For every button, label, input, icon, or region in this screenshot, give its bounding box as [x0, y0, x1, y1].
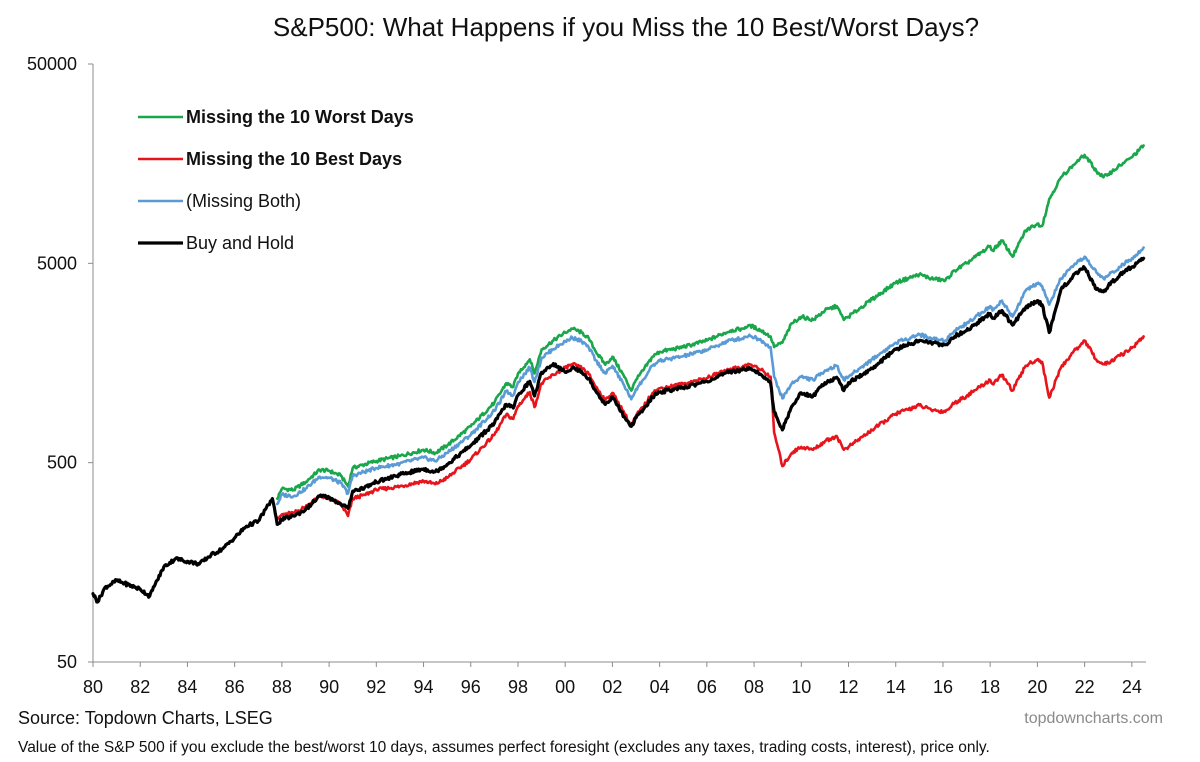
x-tick-label: 86 — [225, 677, 245, 697]
x-tick-label: 04 — [650, 677, 670, 697]
y-axis: 50 500 5000 50000 — [27, 54, 94, 672]
x-tick-label: 92 — [366, 677, 386, 697]
series-line-3 — [275, 246, 1145, 506]
legend-label: Missing the 10 Best Days — [186, 149, 402, 169]
y-tick-label: 50 — [57, 652, 77, 672]
x-tick-label: 98 — [508, 677, 528, 697]
x-tick-label: 02 — [602, 677, 622, 697]
legend: Missing the 10 Worst Days Missing the 10 … — [138, 107, 414, 253]
x-tick-label: 88 — [272, 677, 292, 697]
x-tick-label: 12 — [839, 677, 859, 697]
series-line-4 — [91, 256, 1146, 604]
x-tick-label: 24 — [1122, 677, 1142, 697]
x-tick-label: 82 — [130, 677, 150, 697]
x-tick-label: 80 — [83, 677, 103, 697]
series-lines — [91, 144, 1146, 604]
chart-title: S&P500: What Happens if you Miss the 10 … — [273, 12, 979, 42]
x-tick-label: 96 — [461, 677, 481, 697]
x-tick-label: 14 — [886, 677, 906, 697]
series-line-1 — [275, 144, 1145, 500]
legend-label: Missing the 10 Worst Days — [186, 107, 414, 127]
x-tick-label: 18 — [980, 677, 1000, 697]
series-line-2 — [275, 335, 1145, 520]
y-tick-label: 500 — [47, 453, 77, 473]
x-tick-label: 22 — [1075, 677, 1095, 697]
x-tick-label: 90 — [319, 677, 339, 697]
x-tick-label: 94 — [414, 677, 434, 697]
legend-label: Buy and Hold — [186, 233, 294, 253]
brand-watermark: topdowncharts.com — [1024, 710, 1163, 727]
x-tick-label: 16 — [933, 677, 953, 697]
x-axis: 80 82 84 86 88 90 92 94 96 98 00 02 04 06 08 10 12 14 16 18… — [83, 661, 1146, 697]
y-tick-label: 5000 — [37, 253, 77, 273]
x-tick-label: 00 — [555, 677, 575, 697]
footnote: Value of the S&P 500 if you exclude the … — [18, 739, 990, 756]
x-tick-label: 84 — [177, 677, 197, 697]
y-tick-label: 50000 — [27, 54, 77, 74]
x-tick-label: 08 — [744, 677, 764, 697]
source-note: Source: Topdown Charts, LSEG — [18, 708, 273, 728]
x-tick-label: 06 — [697, 677, 717, 697]
x-tick-label: 20 — [1027, 677, 1047, 697]
legend-label: (Missing Both) — [186, 191, 301, 211]
x-tick-label: 10 — [791, 677, 811, 697]
